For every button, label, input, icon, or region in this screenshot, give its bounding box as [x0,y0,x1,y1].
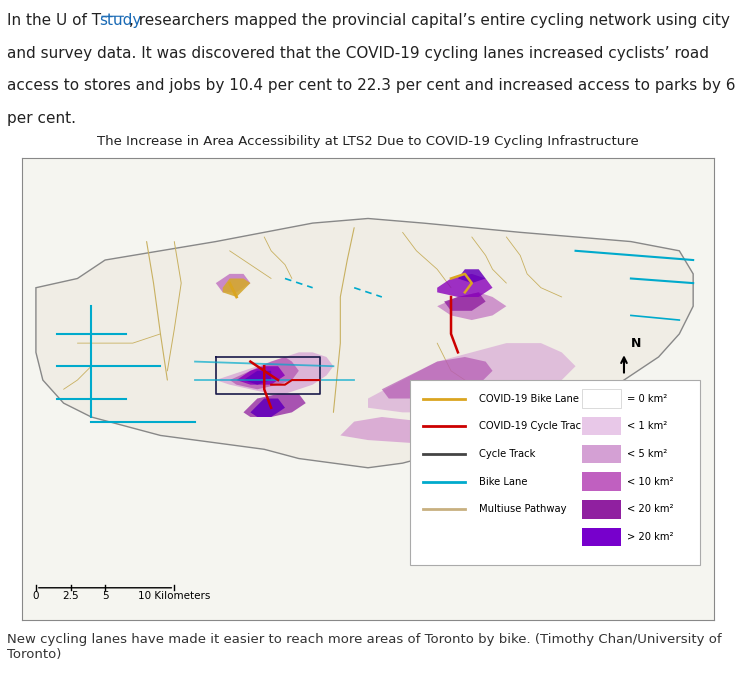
Text: COVID-19 Cycle Track: COVID-19 Cycle Track [478,421,587,431]
Polygon shape [437,274,492,297]
Polygon shape [236,367,285,384]
Text: Bike Lane: Bike Lane [478,477,527,486]
Text: New cycling lanes have made it easier to reach more areas of Toronto by bike. (T: New cycling lanes have made it easier to… [7,633,722,661]
Bar [582,389,620,408]
Text: access to stores and jobs by 10.4 per cent to 22.3 per cent and increased access: access to stores and jobs by 10.4 per ce… [7,79,736,93]
Text: The Increase in Area Accessibility at LTS2 Due to COVID-19 Cycling Infrastructur: The Increase in Area Accessibility at LT… [97,135,639,147]
Text: and survey data. It was discovered that the COVID-19 cycling lanes increased cyc: and survey data. It was discovered that … [7,45,710,61]
Polygon shape [458,269,486,283]
Text: 2.5: 2.5 [63,591,79,601]
Text: 5: 5 [102,591,108,601]
Text: per cent.: per cent. [7,111,77,126]
Text: 0: 0 [32,591,39,601]
Polygon shape [244,394,305,417]
Polygon shape [244,371,271,384]
Text: Multiuse Pathway: Multiuse Pathway [478,504,566,514]
Bar [582,528,620,546]
Text: > 20 km²: > 20 km² [627,532,674,542]
Polygon shape [223,278,250,297]
Bar [582,417,620,435]
Text: COVID-19 Bike Lane: COVID-19 Bike Lane [478,393,578,404]
Text: < 5 km²: < 5 km² [627,449,668,459]
Text: , researchers mapped the provincial capital’s entire cycling network using city: , researchers mapped the provincial capi… [129,12,729,28]
Text: = 0 km²: = 0 km² [627,393,668,404]
Polygon shape [382,357,492,398]
Text: < 1 km²: < 1 km² [627,421,668,431]
Polygon shape [36,218,693,468]
Text: 10 Kilometers: 10 Kilometers [138,591,210,601]
Bar [582,500,620,519]
Polygon shape [444,292,486,311]
Polygon shape [216,352,333,394]
Bar [582,444,620,463]
Polygon shape [230,357,299,389]
Polygon shape [368,343,576,412]
Bar [409,380,700,565]
Text: Cycle Track: Cycle Track [478,449,535,459]
Polygon shape [250,398,285,417]
Polygon shape [437,292,506,320]
Polygon shape [216,274,250,292]
Text: In the U of T: In the U of T [7,12,107,28]
Bar [582,473,620,491]
Text: < 20 km²: < 20 km² [627,504,674,514]
Text: N: N [631,337,641,350]
Text: study: study [99,12,141,28]
Polygon shape [340,417,562,444]
Text: < 10 km²: < 10 km² [627,477,674,486]
